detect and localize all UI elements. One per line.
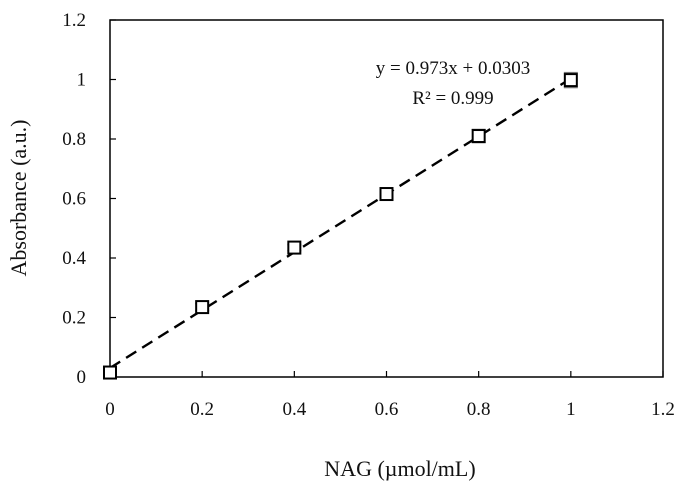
data-point — [563, 73, 578, 88]
trendline-layer — [109, 77, 572, 370]
ticks-layer: 0 0.2 0.4 0.6 0.8 1 1.2 0 0.2 0.4 0.6 0.8 1 1.2 — [62, 10, 675, 420]
trendline — [109, 77, 572, 370]
x-tick-label: 0.2 — [190, 399, 214, 420]
r-squared-label: R² = 0.999 — [412, 88, 493, 109]
data-point — [287, 240, 302, 255]
y-tick-label: 0 — [77, 367, 87, 388]
x-tick-label: 0 — [105, 399, 115, 420]
y-tick-label: 0.8 — [62, 129, 86, 150]
points-layer — [103, 71, 578, 380]
data-point — [379, 187, 394, 202]
x-axis-title: NAG (µmol/mL) — [324, 456, 475, 481]
x-tick-label: 0.4 — [282, 399, 306, 420]
y-tick-label: 1 — [77, 70, 87, 91]
data-point — [471, 129, 486, 144]
trendline-equation: y = 0.973x + 0.0303 — [376, 58, 530, 79]
x-tick-label: 0.6 — [375, 399, 399, 420]
data-point — [103, 365, 117, 380]
y-tick-label: 0.6 — [62, 189, 86, 210]
y-tick-label: 0.4 — [62, 248, 86, 269]
data-point — [195, 300, 210, 315]
y-tick-label: 1.2 — [62, 10, 86, 31]
x-tick-label: 1 — [566, 399, 576, 420]
y-axis-title: Absorbance (a.u.) — [6, 120, 31, 277]
x-tick-label: 1.2 — [651, 399, 675, 420]
y-tick-label: 0.2 — [62, 308, 86, 329]
x-tick-label: 0.8 — [467, 399, 491, 420]
